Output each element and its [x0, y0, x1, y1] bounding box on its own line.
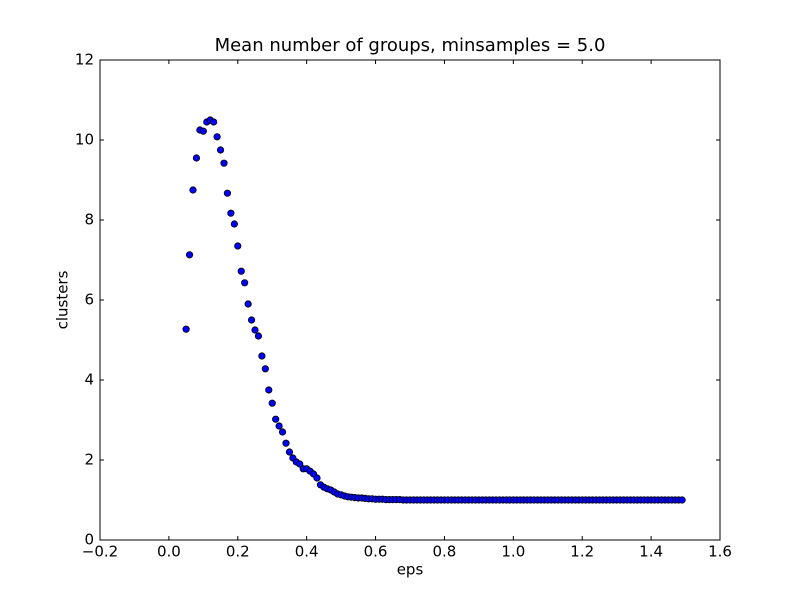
point	[234, 242, 242, 250]
point	[258, 352, 266, 360]
chart-title: Mean number of groups, minsamples = 5.0	[215, 35, 606, 56]
point	[241, 279, 249, 287]
x-tick-label: 1.0	[501, 543, 525, 561]
point	[199, 127, 207, 135]
point	[227, 209, 235, 217]
point	[272, 415, 280, 423]
y-tick-label: 2	[84, 451, 94, 469]
x-tick-label: 0.0	[157, 543, 181, 561]
point	[313, 474, 321, 482]
point	[247, 316, 256, 324]
point	[185, 251, 194, 259]
x-tick-label: 1.4	[639, 543, 663, 561]
point	[244, 300, 252, 308]
x-tick-label: −0.2	[82, 543, 118, 561]
x-tick-label: 0.2	[226, 543, 250, 561]
point	[182, 325, 190, 333]
point	[189, 186, 197, 194]
point	[230, 220, 238, 228]
y-tick-label: 6	[84, 291, 94, 309]
y-tick-label: 4	[84, 371, 94, 389]
point	[254, 332, 263, 340]
point	[251, 326, 259, 334]
y-tick-label: 12	[75, 51, 94, 69]
point	[237, 267, 245, 275]
x-axis-label: eps	[397, 561, 424, 579]
point	[223, 189, 232, 197]
x-tick-label: 1.2	[570, 543, 594, 561]
point	[278, 428, 287, 436]
x-tick-label: 0.6	[364, 543, 388, 561]
point	[285, 448, 294, 456]
point	[265, 386, 273, 394]
point	[296, 460, 304, 468]
y-tick-label: 10	[75, 131, 94, 149]
y-tick-label: 8	[84, 211, 94, 229]
x-tick-label: 0.8	[433, 543, 457, 561]
y-tick-label: 0	[84, 531, 94, 549]
point	[275, 422, 283, 430]
point	[282, 439, 290, 447]
point	[678, 496, 686, 504]
point	[261, 365, 269, 373]
point	[192, 154, 201, 162]
point	[220, 159, 228, 167]
point	[210, 118, 218, 126]
point	[216, 146, 225, 154]
point	[213, 133, 221, 141]
plot-frame	[99, 59, 721, 541]
point	[268, 399, 276, 407]
y-axis-label: clusters	[54, 270, 72, 329]
x-tick-label: 1.6	[708, 543, 732, 561]
x-tick-label: 0.4	[295, 543, 319, 561]
